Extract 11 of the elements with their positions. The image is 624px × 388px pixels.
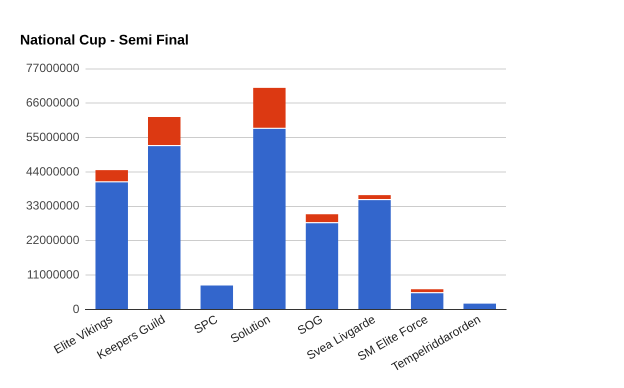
- y-tick-label: 77000000: [26, 61, 80, 76]
- y-tick-label: 0: [72, 302, 80, 316]
- y-tick-label: 22000000: [26, 233, 80, 248]
- y-tick-label: 44000000: [26, 164, 80, 178]
- y-tick-label: 33000000: [26, 198, 80, 213]
- y-tick-label: 66000000: [26, 96, 80, 110]
- chart-title: National Cup - Semi Final: [20, 31, 189, 48]
- y-tick-label: 11000000: [26, 267, 80, 282]
- x-tick-label: SOG: [295, 312, 326, 338]
- x-tick-label: SPC: [192, 312, 220, 337]
- y-tick-label: 55000000: [26, 130, 80, 144]
